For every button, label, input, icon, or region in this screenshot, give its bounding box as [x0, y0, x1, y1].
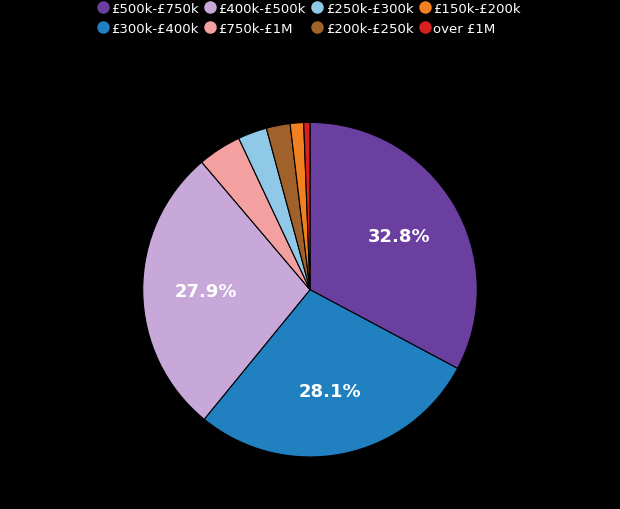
Wedge shape [310, 123, 477, 369]
Wedge shape [143, 163, 310, 419]
Text: 28.1%: 28.1% [299, 383, 361, 401]
Wedge shape [290, 123, 310, 290]
Text: 32.8%: 32.8% [368, 228, 430, 246]
Wedge shape [202, 139, 310, 290]
Wedge shape [267, 124, 310, 290]
Wedge shape [204, 290, 458, 457]
Legend: £500k-£750k, £300k-£400k, £400k-£500k, £750k-£1M, £250k-£300k, £200k-£250k, £150: £500k-£750k, £300k-£400k, £400k-£500k, £… [92, 0, 528, 43]
Wedge shape [304, 123, 310, 290]
Wedge shape [239, 129, 310, 290]
Text: 27.9%: 27.9% [175, 282, 237, 300]
